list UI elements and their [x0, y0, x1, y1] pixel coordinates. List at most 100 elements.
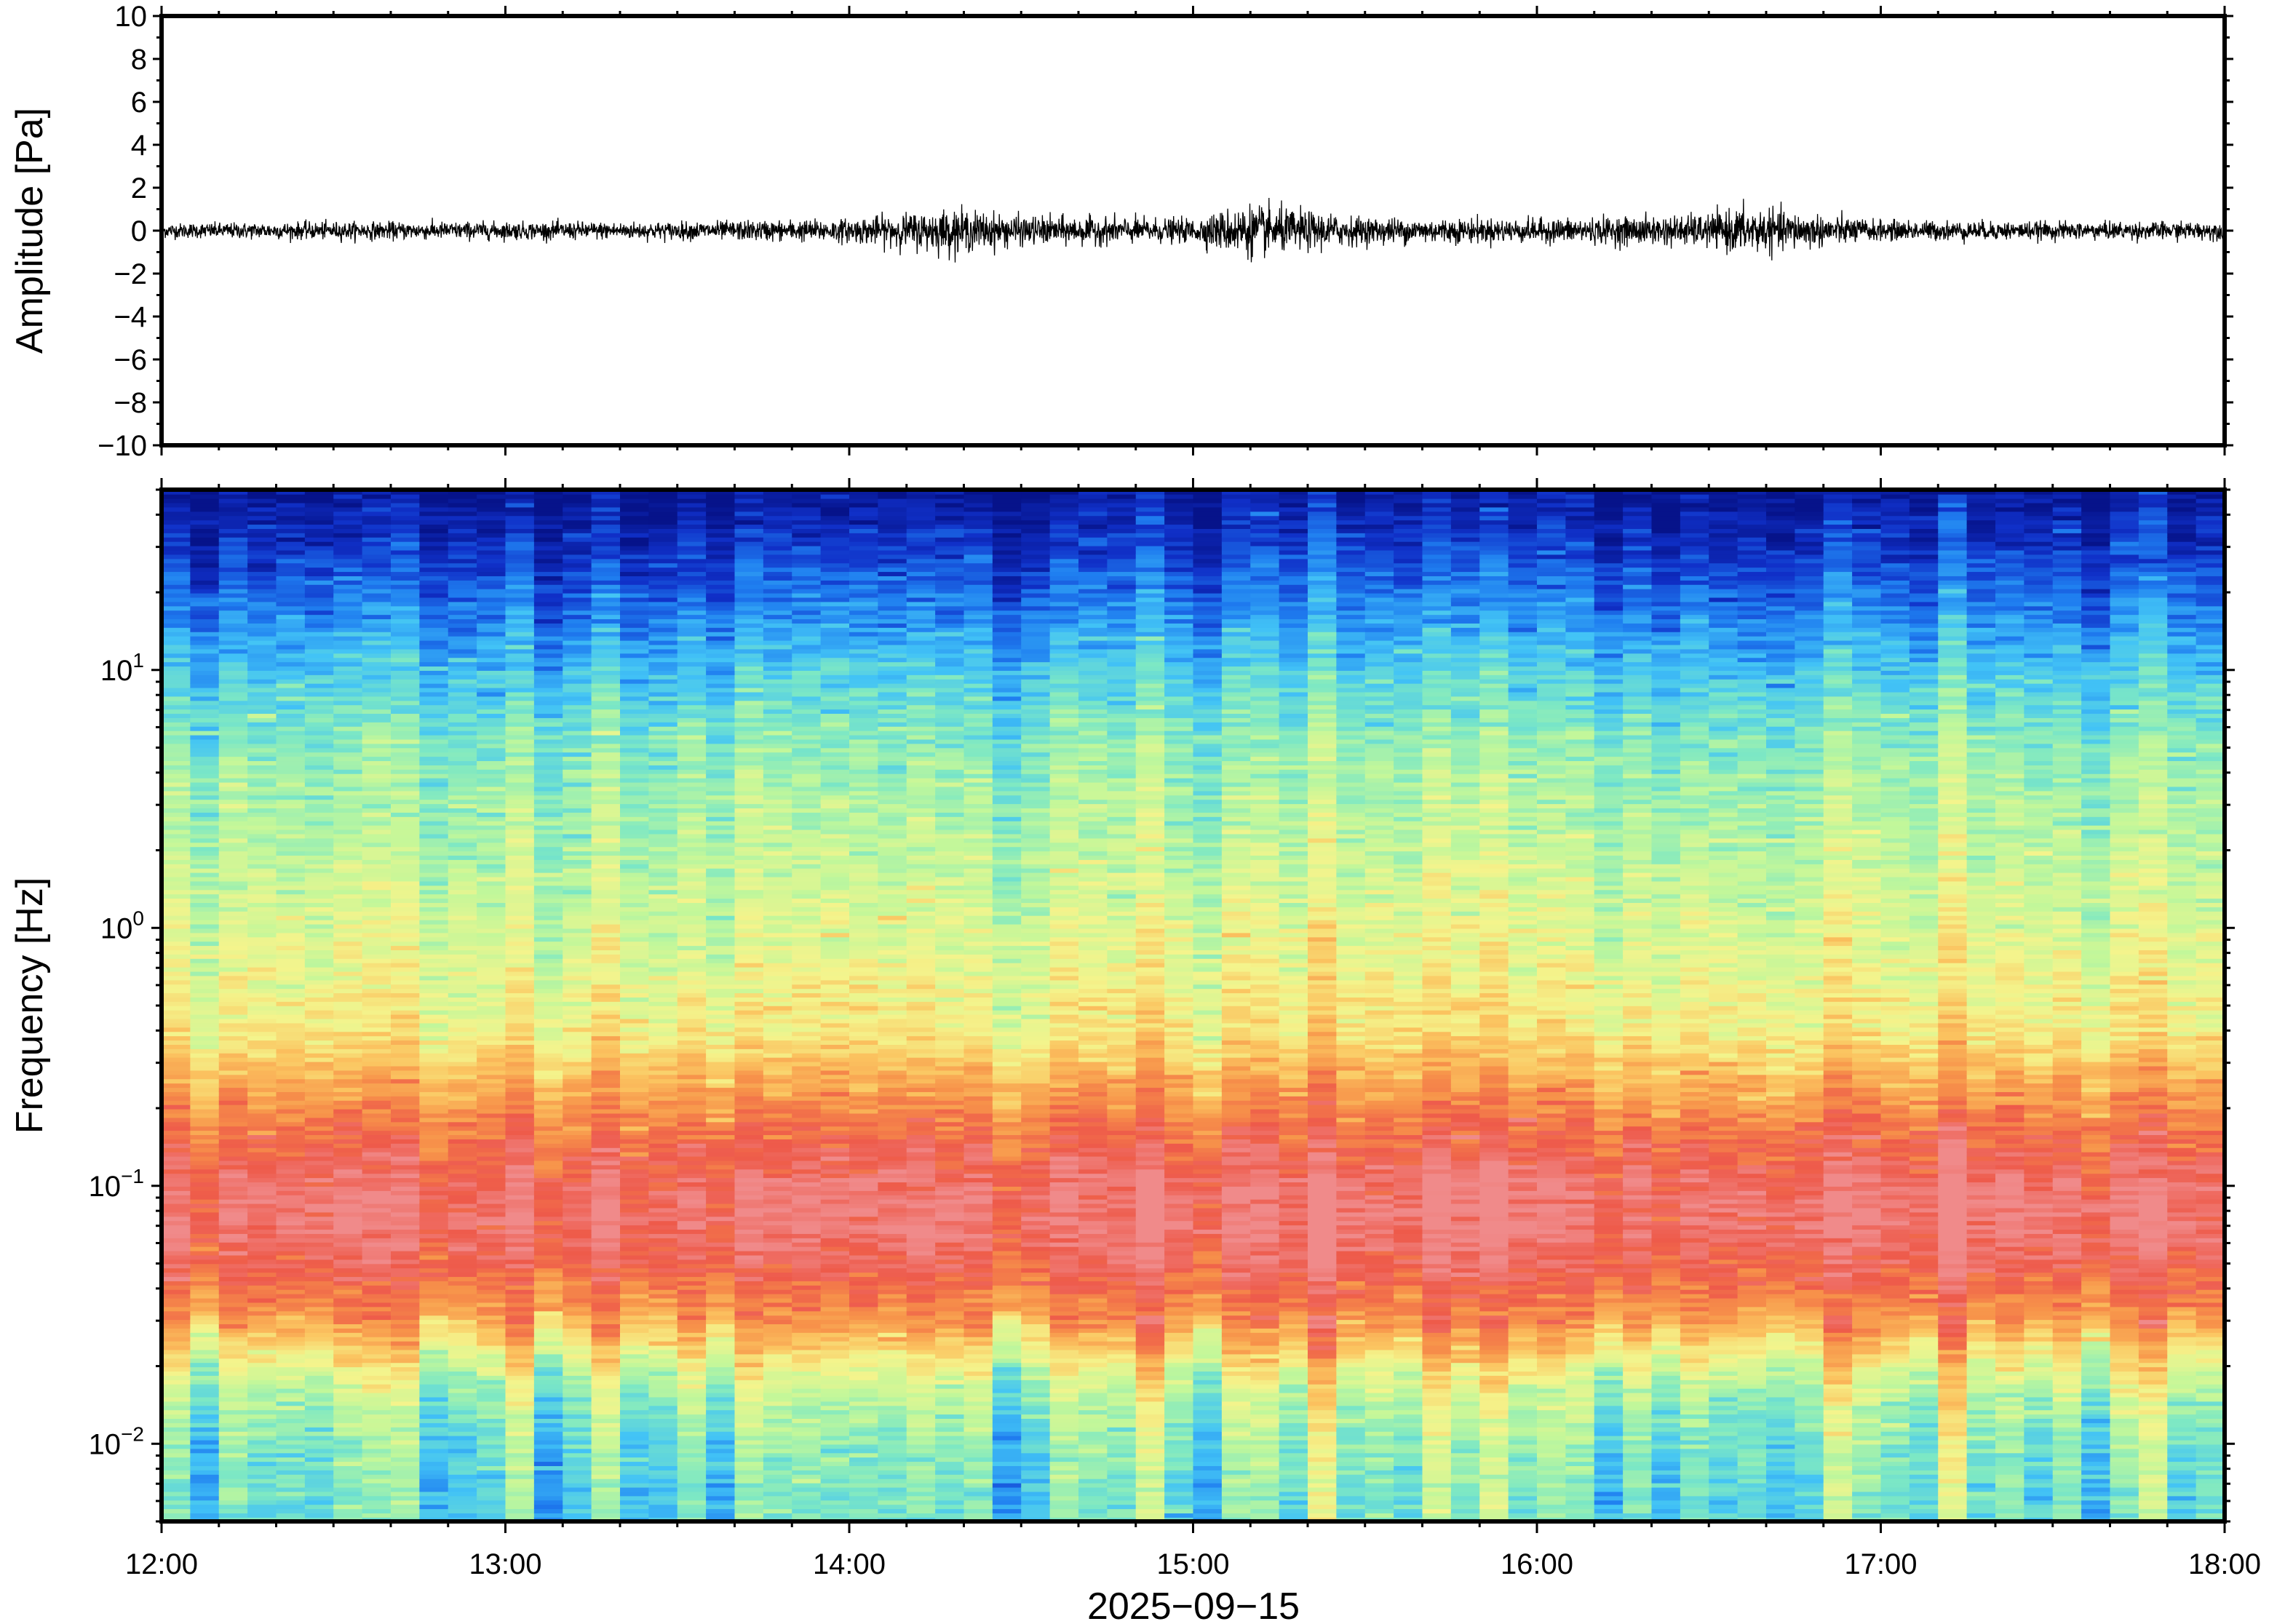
spectrogram-cell [391, 984, 421, 990]
spectrogram-cell [218, 704, 248, 710]
spectrogram-cell [505, 666, 535, 671]
spectrogram-cell [276, 1358, 306, 1364]
spectrogram-cell [362, 747, 392, 753]
spectrogram-cell [162, 803, 191, 809]
spectrogram-cell [505, 911, 535, 916]
spectrogram-cell [677, 984, 707, 990]
spectrogram-cell [563, 1173, 592, 1179]
spectrogram-cell [505, 1186, 535, 1191]
spectrogram-cell [505, 549, 535, 555]
spectrogram-cell [391, 725, 421, 731]
spectrogram-cell [563, 756, 592, 762]
spectrogram-cell [563, 915, 592, 920]
spectrogram-cell [620, 1009, 650, 1015]
spectrogram-cell [419, 515, 449, 521]
spectrogram-cell [247, 812, 277, 817]
spectrogram-cell [677, 893, 707, 899]
spectrogram-cell [162, 1061, 191, 1067]
spectrogram-cell [419, 1099, 449, 1105]
spectrogram-cell [677, 588, 707, 594]
spectrogram-cell [190, 1143, 220, 1148]
spectrogram-cell [620, 1435, 650, 1441]
spectrogram-cell [391, 1366, 421, 1372]
spectrogram-cell [448, 1444, 477, 1449]
spectrogram-cell [477, 1405, 506, 1411]
spectrogram-cell [276, 941, 306, 947]
spectrogram-cell [648, 1040, 678, 1045]
spectrogram-cell [419, 1263, 449, 1269]
spectrogram-cell [448, 829, 477, 835]
spectrogram-cell [448, 1061, 477, 1067]
spectrogram-cell [362, 808, 392, 813]
spectrogram-cell [276, 1074, 306, 1080]
spectrogram-cell [419, 1332, 449, 1337]
spectrogram-cell [190, 623, 220, 628]
spectrogram-cell [218, 1508, 248, 1513]
spectrogram-cell [477, 1099, 506, 1105]
spectrogram-cell [591, 765, 621, 770]
spectrogram-cell [218, 889, 248, 895]
spectrogram-cell [533, 1439, 564, 1445]
spectrogram-cell [190, 1006, 220, 1011]
spectrogram-cell [333, 1285, 363, 1290]
spectrogram-cell [533, 1229, 564, 1234]
spectrogram-cell [563, 1508, 592, 1513]
spectrogram-cell [677, 717, 707, 723]
spectrogram-cell [706, 765, 736, 770]
spectrogram-cell [276, 1263, 306, 1269]
spectrogram-cell [333, 1014, 363, 1019]
spectrogram-cell [333, 1160, 363, 1166]
spectrogram-cell [419, 1396, 449, 1402]
spectrogram-cell [247, 799, 277, 805]
spectrogram-cell [563, 592, 592, 598]
spectrogram-cell [276, 1190, 306, 1195]
spectrogram-cell [533, 1293, 564, 1299]
spectrogram-cell [533, 580, 564, 585]
spectrogram-cell [734, 1349, 764, 1355]
spectrogram-cell [477, 1031, 506, 1037]
spectrogram-cell [391, 631, 421, 637]
spectrogram-cell [247, 618, 277, 624]
spectrogram-cell [706, 1465, 736, 1470]
spectrogram-cell [620, 562, 650, 568]
spectrogram-cell [304, 1160, 335, 1166]
spectrogram-cell [591, 1409, 621, 1415]
spectrogram-cell [677, 992, 707, 998]
spectrogram-cell [620, 1048, 650, 1054]
spectrogram-cell [677, 1478, 707, 1484]
spectrogram-cell [477, 781, 506, 787]
spectrogram-cell [304, 1276, 335, 1281]
spectrogram-cell [190, 966, 220, 972]
spectrogram-cell [477, 506, 506, 512]
spectrogram-cell [333, 1486, 363, 1492]
spectrogram-cell [677, 670, 707, 675]
spectrogram-cell [563, 1134, 592, 1139]
spectrogram-cell [706, 571, 736, 576]
spectrogram-cell [276, 528, 306, 533]
spectrogram-cell [477, 661, 506, 667]
spectrogram-cell [477, 1375, 506, 1380]
spectrogram-cell [276, 545, 306, 551]
spectrogram-cell [477, 889, 506, 895]
spectrogram-cell [247, 584, 277, 589]
spectrogram-cell [218, 631, 248, 637]
spectrogram-cell [304, 966, 335, 972]
spectrogram-cell [218, 820, 248, 826]
spectrogram-cell [533, 618, 564, 624]
spectrogram-cell [276, 739, 306, 744]
spectrogram-cell [391, 562, 421, 568]
spectrogram-cell [677, 1263, 707, 1269]
spectrogram-cell [419, 1065, 449, 1071]
spectrogram-cell [477, 919, 506, 925]
spectrogram-cell [333, 670, 363, 675]
spectrogram-cell [591, 833, 621, 839]
spectrogram-cell [505, 1482, 535, 1488]
spectrogram-cell [448, 1457, 477, 1462]
spectrogram-cell [304, 1435, 335, 1441]
spectrogram-cell [362, 657, 392, 663]
spectrogram-cell [162, 1482, 191, 1488]
spectrogram-cell [677, 700, 707, 706]
spectrogram-cell [304, 1439, 335, 1445]
spectrogram-cell [190, 971, 220, 976]
spectrogram-cell [448, 851, 477, 856]
